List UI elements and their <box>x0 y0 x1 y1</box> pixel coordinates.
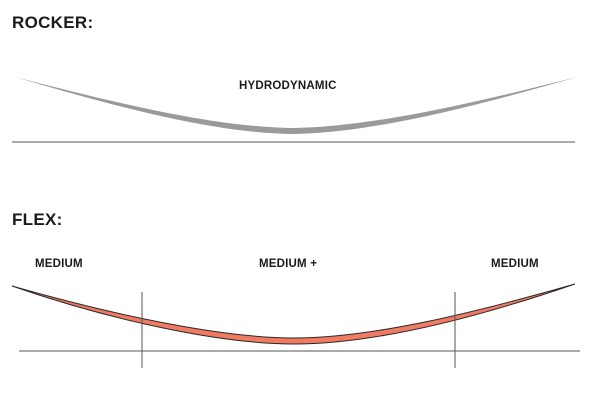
flex-zone-label-right: MEDIUM <box>491 258 539 270</box>
rocker-curve <box>15 77 577 134</box>
rocker-heading: ROCKER: <box>12 13 94 32</box>
flex-zone-label-center: MEDIUM + <box>259 258 318 270</box>
rocker-profile-label: HYDRODYNAMIC <box>239 80 337 92</box>
flex-zone-label-left: MEDIUM <box>35 258 83 270</box>
flex-curve <box>11 283 576 345</box>
flex-heading: FLEX: <box>12 210 63 229</box>
